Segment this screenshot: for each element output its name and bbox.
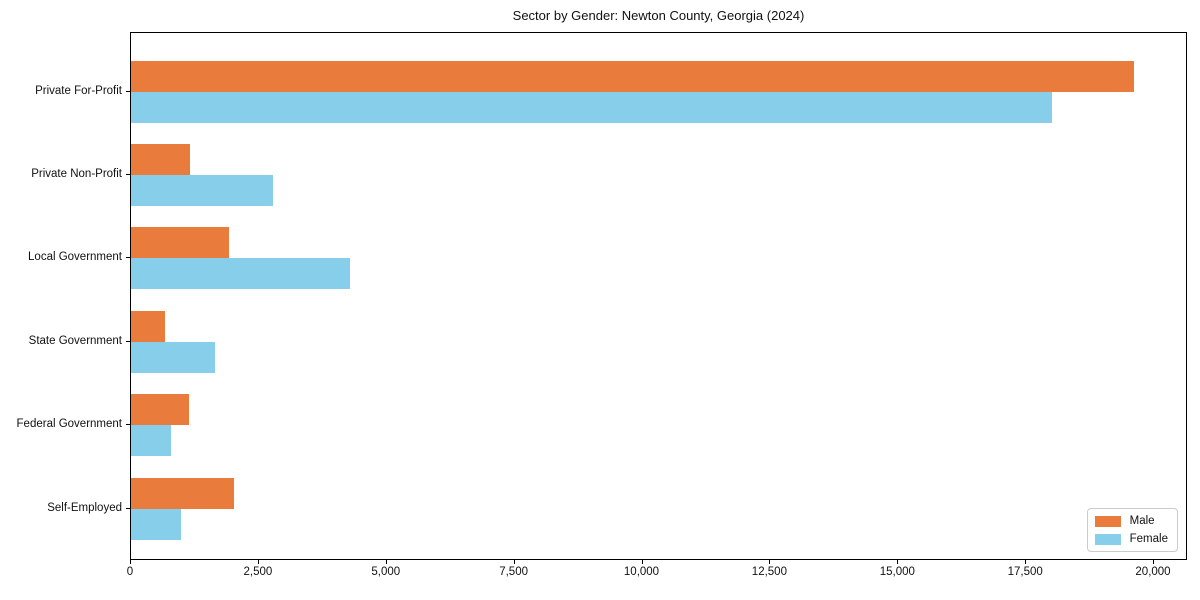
y-tick-label: Private For-Profit: [35, 84, 122, 97]
x-tick-label: 7,500: [499, 566, 528, 578]
bar-male-2: [131, 143, 190, 175]
x-tick: [769, 560, 771, 564]
x-tick-label: 10,000: [623, 566, 660, 578]
y-tick: [126, 507, 130, 509]
y-tick: [126, 90, 130, 92]
bar-male-4: [131, 310, 165, 342]
legend-label-female: Female: [1129, 533, 1168, 545]
x-tick: [130, 560, 131, 564]
x-tick: [257, 560, 259, 564]
chart-title: Sector by Gender: Newton County, Georgia…: [512, 8, 805, 23]
x-tick: [641, 560, 643, 564]
x-tick-label: 17,500: [1007, 566, 1043, 578]
x-tick: [1153, 560, 1154, 564]
legend-item-female: Female: [1094, 533, 1168, 545]
y-tick-label: Federal Government: [16, 418, 122, 431]
y-tick: [126, 257, 130, 259]
y-tick-label: Private Non-Profit: [31, 167, 122, 180]
legend-item-male: Male: [1094, 515, 1168, 527]
x-tick-label: 12,500: [751, 566, 787, 578]
x-tick-label: 15,000: [879, 566, 915, 578]
y-tick: [126, 340, 130, 342]
x-tick-label: 0: [126, 566, 134, 578]
legend-swatch-female-icon: [1094, 533, 1121, 545]
bar-female-5: [131, 425, 171, 457]
legend: Male Female: [1086, 508, 1178, 552]
x-tick: [897, 560, 899, 564]
legend-swatch-male-icon: [1094, 515, 1121, 527]
y-tick: [126, 424, 130, 426]
x-tick: [513, 560, 515, 564]
bar-male-1: [131, 60, 1134, 92]
bar-female-1: [131, 91, 1052, 123]
bar-male-3: [131, 227, 230, 259]
plot-area: Male Female: [130, 32, 1187, 560]
bar-female-2: [131, 174, 274, 206]
y-tick-label: State Government: [28, 334, 122, 347]
bar-male-5: [131, 394, 189, 426]
bar-female-6: [131, 508, 182, 540]
x-tick-label: 2,500: [243, 566, 273, 578]
bar-female-3: [131, 258, 351, 290]
x-tick-label: 5,000: [371, 566, 401, 578]
y-tick: [126, 173, 130, 175]
x-tick: [385, 560, 387, 564]
x-tick: [1025, 560, 1027, 564]
legend-label-male: Male: [1129, 515, 1155, 527]
x-tick-label: 20,000: [1135, 566, 1171, 578]
y-tick-label: Local Government: [28, 251, 122, 264]
y-tick-label: Self-Employed: [47, 501, 122, 514]
bar-male-6: [131, 477, 234, 509]
bar-female-4: [131, 341, 216, 373]
